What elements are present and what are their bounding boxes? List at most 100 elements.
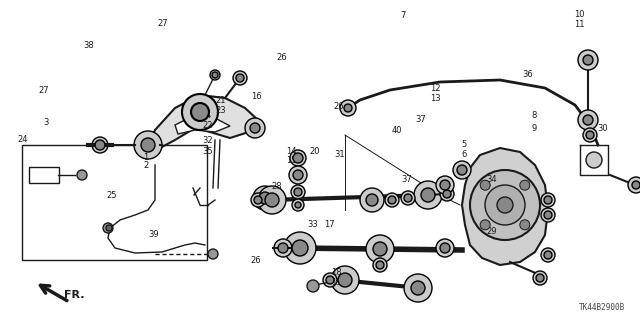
FancyBboxPatch shape bbox=[29, 167, 59, 183]
Circle shape bbox=[265, 193, 279, 207]
Text: 34: 34 bbox=[486, 175, 497, 184]
Text: 27: 27 bbox=[158, 19, 168, 28]
Circle shape bbox=[103, 223, 113, 233]
Circle shape bbox=[520, 220, 530, 230]
Text: 24: 24 bbox=[18, 135, 28, 144]
Text: 12: 12 bbox=[430, 84, 440, 93]
Text: 35: 35 bbox=[203, 147, 213, 156]
Circle shape bbox=[440, 187, 454, 201]
Circle shape bbox=[373, 242, 387, 256]
Circle shape bbox=[404, 194, 412, 202]
Circle shape bbox=[541, 248, 555, 262]
Polygon shape bbox=[148, 95, 258, 148]
Circle shape bbox=[544, 211, 552, 219]
Text: 1: 1 bbox=[143, 153, 148, 162]
Text: 27: 27 bbox=[38, 86, 49, 95]
Circle shape bbox=[294, 188, 302, 196]
Circle shape bbox=[536, 274, 544, 282]
Text: 23: 23 bbox=[216, 106, 226, 115]
Circle shape bbox=[497, 197, 513, 213]
Circle shape bbox=[289, 166, 307, 184]
Circle shape bbox=[583, 115, 593, 125]
Circle shape bbox=[293, 170, 303, 180]
Circle shape bbox=[290, 150, 306, 166]
Circle shape bbox=[541, 193, 555, 207]
Text: 26: 26 bbox=[276, 53, 287, 62]
Circle shape bbox=[254, 196, 262, 204]
Text: 4: 4 bbox=[205, 111, 211, 120]
Circle shape bbox=[544, 196, 552, 204]
Circle shape bbox=[443, 190, 451, 198]
Text: 25: 25 bbox=[107, 191, 117, 200]
Polygon shape bbox=[175, 115, 230, 134]
Text: 30: 30 bbox=[598, 124, 608, 133]
Circle shape bbox=[404, 274, 432, 302]
Circle shape bbox=[326, 276, 334, 284]
Circle shape bbox=[583, 55, 593, 65]
Circle shape bbox=[414, 181, 442, 209]
Circle shape bbox=[141, 138, 155, 152]
Circle shape bbox=[258, 186, 286, 214]
Circle shape bbox=[544, 251, 552, 259]
Circle shape bbox=[233, 71, 247, 85]
Text: 37: 37 bbox=[416, 115, 426, 124]
Text: 8: 8 bbox=[531, 111, 536, 120]
Circle shape bbox=[440, 180, 450, 190]
Text: 7: 7 bbox=[401, 11, 406, 20]
Text: 2: 2 bbox=[143, 161, 148, 170]
Text: FR.: FR. bbox=[64, 290, 84, 300]
Text: TK44B2900B: TK44B2900B bbox=[579, 303, 625, 312]
Circle shape bbox=[586, 152, 602, 168]
Circle shape bbox=[274, 239, 292, 257]
Circle shape bbox=[485, 185, 525, 225]
Text: 13: 13 bbox=[430, 94, 440, 103]
Circle shape bbox=[541, 208, 555, 222]
Text: 10: 10 bbox=[575, 10, 585, 19]
Text: 37: 37 bbox=[401, 175, 412, 184]
Text: 15: 15 bbox=[287, 156, 297, 164]
Circle shape bbox=[208, 249, 218, 259]
Text: 29: 29 bbox=[486, 227, 497, 236]
Polygon shape bbox=[462, 148, 548, 265]
Circle shape bbox=[212, 72, 218, 78]
Circle shape bbox=[323, 273, 337, 287]
Circle shape bbox=[388, 196, 396, 204]
Text: 36: 36 bbox=[522, 70, 532, 79]
Circle shape bbox=[578, 50, 598, 70]
Text: 26: 26 bbox=[334, 102, 344, 111]
Circle shape bbox=[293, 153, 303, 163]
Circle shape bbox=[436, 239, 454, 257]
Circle shape bbox=[520, 180, 530, 190]
Circle shape bbox=[259, 192, 271, 204]
Circle shape bbox=[344, 104, 352, 112]
Circle shape bbox=[411, 281, 425, 295]
Circle shape bbox=[292, 199, 304, 211]
Circle shape bbox=[292, 240, 308, 256]
Circle shape bbox=[586, 131, 594, 139]
Circle shape bbox=[210, 70, 220, 80]
Circle shape bbox=[583, 128, 597, 142]
Circle shape bbox=[376, 261, 384, 269]
Text: 18: 18 bbox=[331, 268, 341, 277]
Circle shape bbox=[250, 123, 260, 133]
Circle shape bbox=[182, 94, 218, 130]
Circle shape bbox=[421, 188, 435, 202]
Text: 14: 14 bbox=[287, 147, 297, 156]
Text: 5: 5 bbox=[461, 140, 467, 149]
Text: 33: 33 bbox=[307, 220, 317, 229]
Circle shape bbox=[533, 271, 547, 285]
Circle shape bbox=[331, 266, 359, 294]
Circle shape bbox=[366, 194, 378, 206]
Text: 22: 22 bbox=[203, 121, 213, 130]
Circle shape bbox=[291, 185, 305, 199]
Circle shape bbox=[245, 118, 265, 138]
Circle shape bbox=[251, 193, 265, 207]
Circle shape bbox=[385, 193, 399, 207]
Text: 20: 20 bbox=[310, 147, 320, 156]
Text: 40: 40 bbox=[392, 126, 402, 135]
Circle shape bbox=[480, 180, 490, 190]
Circle shape bbox=[453, 161, 471, 179]
Circle shape bbox=[457, 165, 467, 175]
Text: 21: 21 bbox=[216, 96, 226, 105]
Text: 26: 26 bbox=[251, 256, 261, 265]
